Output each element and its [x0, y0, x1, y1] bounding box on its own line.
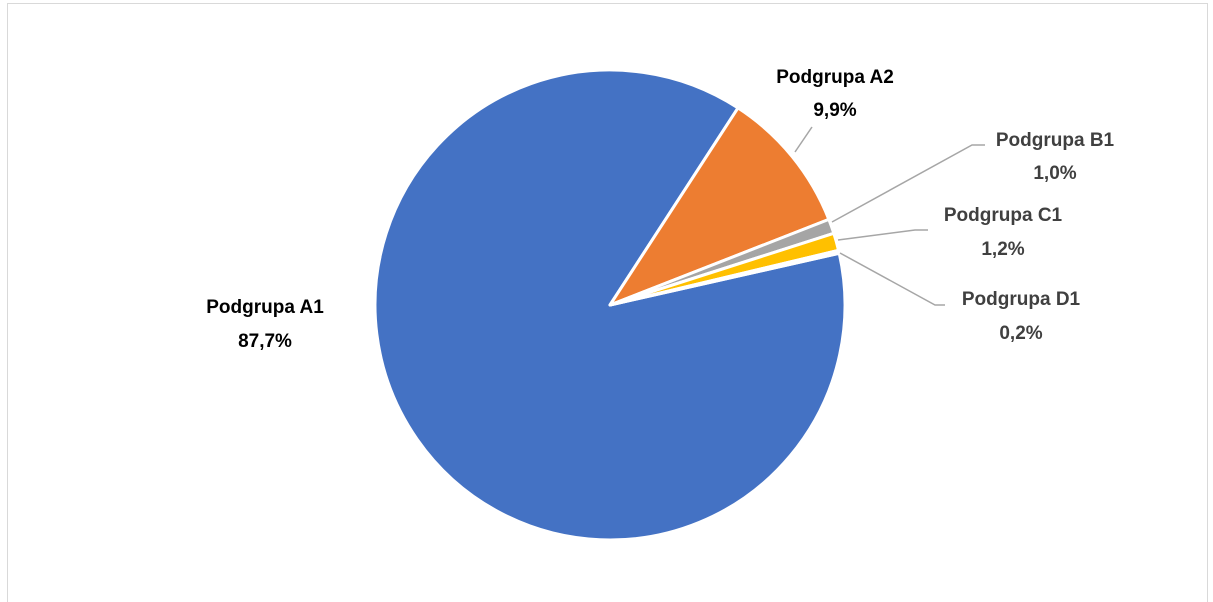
data-label-name: Podgrupa A2 — [776, 67, 894, 88]
data-label-name: Podgrupa C1 — [944, 205, 1063, 226]
leader-line — [837, 229, 928, 241]
pie — [373, 68, 847, 542]
leader-line — [831, 144, 985, 223]
data-label-name: Podgrupa B1 — [996, 130, 1115, 151]
pie-slice — [608, 248, 841, 307]
data-label-value: 1,2% — [981, 239, 1024, 260]
leader-line — [839, 252, 945, 306]
pie-slice — [608, 106, 831, 307]
labels: Podgrupa A1 87,7% Podgrupa A2 9,9% Podgrupa … — [206, 67, 1114, 352]
data-label-value: 1,0% — [1033, 163, 1076, 184]
data-label-name: Podgrupa D1 — [962, 289, 1081, 310]
data-label-value: 0,2% — [999, 323, 1042, 344]
leader-line — [794, 126, 813, 153]
data-label-name: Podgrupa A1 — [206, 297, 324, 318]
data-label-value: 87,7% — [238, 331, 292, 352]
data-label-value: 9,9% — [813, 100, 856, 121]
